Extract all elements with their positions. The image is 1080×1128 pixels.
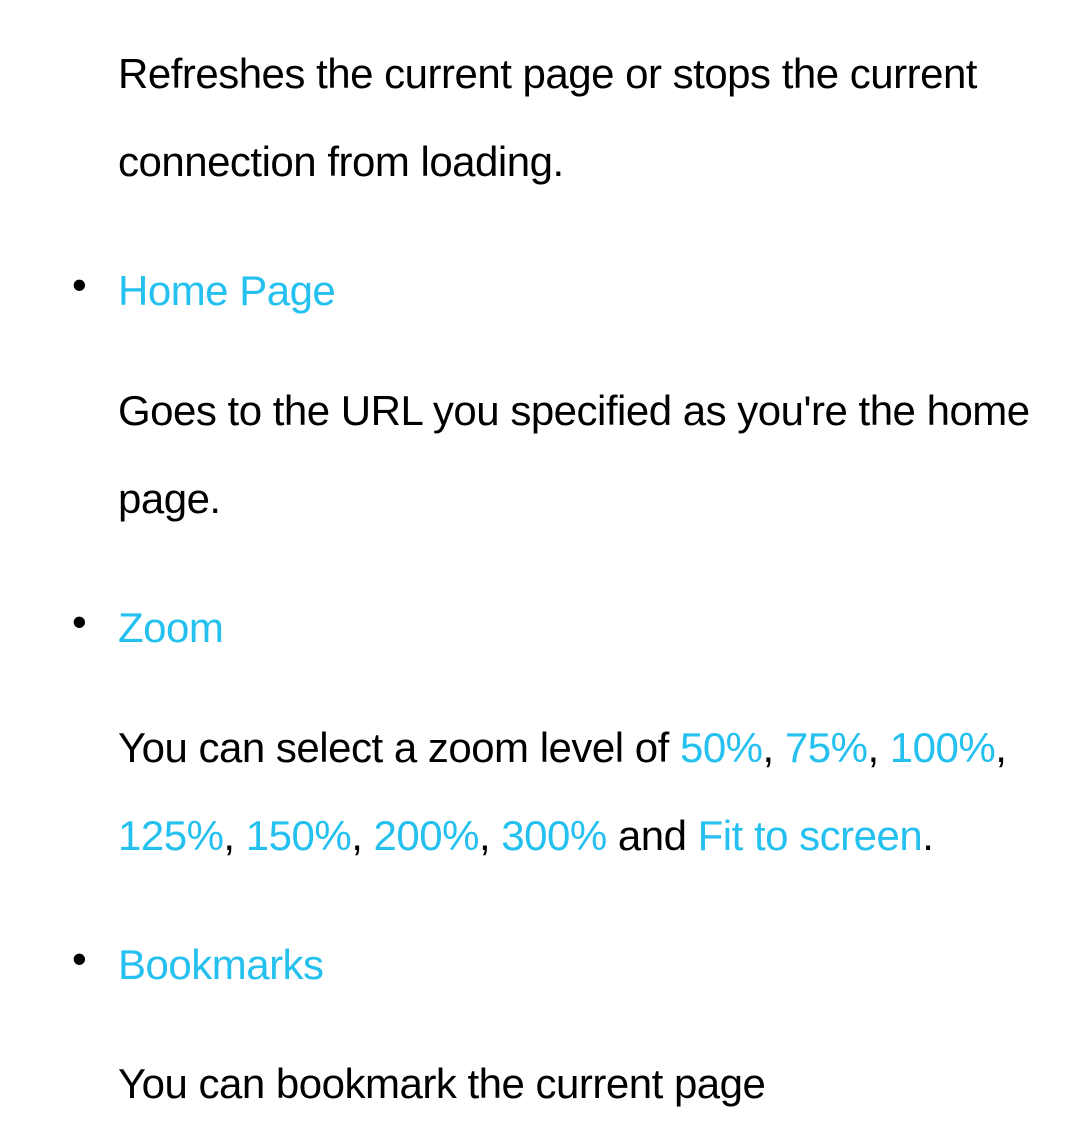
separator: ,	[995, 724, 1006, 771]
item-description: You can bookmark the current page	[118, 1040, 1040, 1128]
zoom-level: 300%	[501, 812, 606, 859]
item-description: You can select a zoom level of 50%, 75%,…	[118, 704, 1040, 880]
list-item: Home Page Goes to the URL you specified …	[60, 266, 1040, 543]
zoom-level: 200%	[374, 812, 479, 859]
item-description: Refreshes the current page or stops the …	[60, 30, 1040, 206]
zoom-fit-to-screen: Fit to screen	[698, 812, 923, 859]
separator: ,	[763, 724, 785, 771]
feature-list: Home Page Goes to the URL you specified …	[60, 266, 1040, 1128]
zoom-desc-prefix: You can select a zoom level of	[118, 724, 680, 771]
list-item: Bookmarks You can bookmark the current p…	[60, 940, 1040, 1128]
zoom-level: 100%	[890, 724, 995, 771]
zoom-level: 150%	[246, 812, 351, 859]
zoom-desc-suffix: .	[922, 812, 933, 859]
item-title-home-page: Home Page	[118, 266, 1040, 316]
zoom-level: 50%	[680, 724, 763, 771]
separator: ,	[351, 812, 373, 859]
list-item: Zoom You can select a zoom level of 50%,…	[60, 603, 1040, 880]
separator: ,	[223, 812, 245, 859]
item-title-bookmarks: Bookmarks	[118, 940, 1040, 990]
zoom-desc-middle: and	[607, 812, 698, 859]
separator: ,	[479, 812, 501, 859]
document-fragment: Refreshes the current page or stops the …	[0, 0, 1080, 1128]
item-description: Goes to the URL you specified as you're …	[118, 367, 1040, 543]
zoom-level: 125%	[118, 812, 223, 859]
zoom-level: 75%	[785, 724, 868, 771]
item-title-zoom: Zoom	[118, 603, 1040, 653]
separator: ,	[867, 724, 889, 771]
